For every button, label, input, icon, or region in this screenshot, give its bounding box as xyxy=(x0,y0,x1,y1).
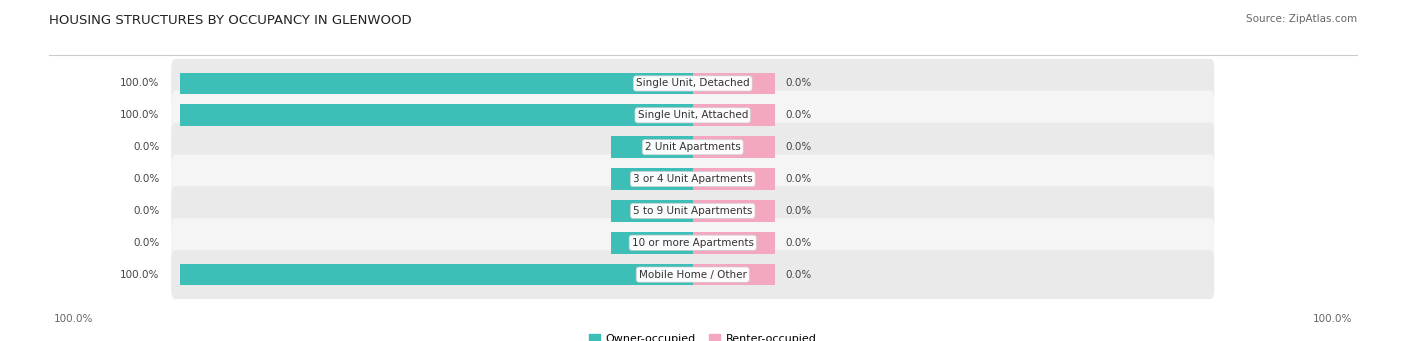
Text: 2 Unit Apartments: 2 Unit Apartments xyxy=(645,142,741,152)
Bar xyxy=(610,168,693,190)
Bar xyxy=(693,73,775,94)
FancyBboxPatch shape xyxy=(172,186,1215,235)
Bar xyxy=(693,232,775,254)
Text: 0.0%: 0.0% xyxy=(134,206,159,216)
Text: 0.0%: 0.0% xyxy=(134,174,159,184)
Text: 100.0%: 100.0% xyxy=(120,270,159,280)
Text: 0.0%: 0.0% xyxy=(785,206,811,216)
FancyBboxPatch shape xyxy=(172,218,1215,267)
Text: 10 or more Apartments: 10 or more Apartments xyxy=(631,238,754,248)
Text: 0.0%: 0.0% xyxy=(785,270,811,280)
Text: 3 or 4 Unit Apartments: 3 or 4 Unit Apartments xyxy=(633,174,752,184)
Bar xyxy=(693,200,775,222)
Bar xyxy=(610,232,693,254)
Text: 0.0%: 0.0% xyxy=(134,238,159,248)
Text: 0.0%: 0.0% xyxy=(134,142,159,152)
Text: Single Unit, Attached: Single Unit, Attached xyxy=(637,110,748,120)
Bar xyxy=(693,168,775,190)
Legend: Owner-occupied, Renter-occupied: Owner-occupied, Renter-occupied xyxy=(586,331,820,341)
Text: 5 to 9 Unit Apartments: 5 to 9 Unit Apartments xyxy=(633,206,752,216)
Text: 100.0%: 100.0% xyxy=(1313,314,1353,324)
FancyBboxPatch shape xyxy=(172,154,1215,204)
Text: HOUSING STRUCTURES BY OCCUPANCY IN GLENWOOD: HOUSING STRUCTURES BY OCCUPANCY IN GLENW… xyxy=(49,14,412,27)
Bar xyxy=(610,136,693,158)
Bar xyxy=(693,264,775,285)
Text: 0.0%: 0.0% xyxy=(785,110,811,120)
FancyBboxPatch shape xyxy=(172,250,1215,299)
Text: Source: ZipAtlas.com: Source: ZipAtlas.com xyxy=(1246,14,1357,24)
Bar xyxy=(180,73,693,94)
FancyBboxPatch shape xyxy=(172,59,1215,108)
Bar xyxy=(180,264,693,285)
FancyBboxPatch shape xyxy=(172,91,1215,140)
FancyBboxPatch shape xyxy=(172,123,1215,172)
Text: 0.0%: 0.0% xyxy=(785,238,811,248)
Bar xyxy=(610,200,693,222)
Text: 0.0%: 0.0% xyxy=(785,174,811,184)
Bar xyxy=(693,104,775,126)
Text: Single Unit, Detached: Single Unit, Detached xyxy=(636,78,749,88)
Text: Mobile Home / Other: Mobile Home / Other xyxy=(638,270,747,280)
Bar xyxy=(180,104,693,126)
Text: 100.0%: 100.0% xyxy=(53,314,93,324)
Text: 100.0%: 100.0% xyxy=(120,78,159,88)
Bar xyxy=(693,136,775,158)
Text: 0.0%: 0.0% xyxy=(785,142,811,152)
Text: 0.0%: 0.0% xyxy=(785,78,811,88)
Text: 100.0%: 100.0% xyxy=(120,110,159,120)
